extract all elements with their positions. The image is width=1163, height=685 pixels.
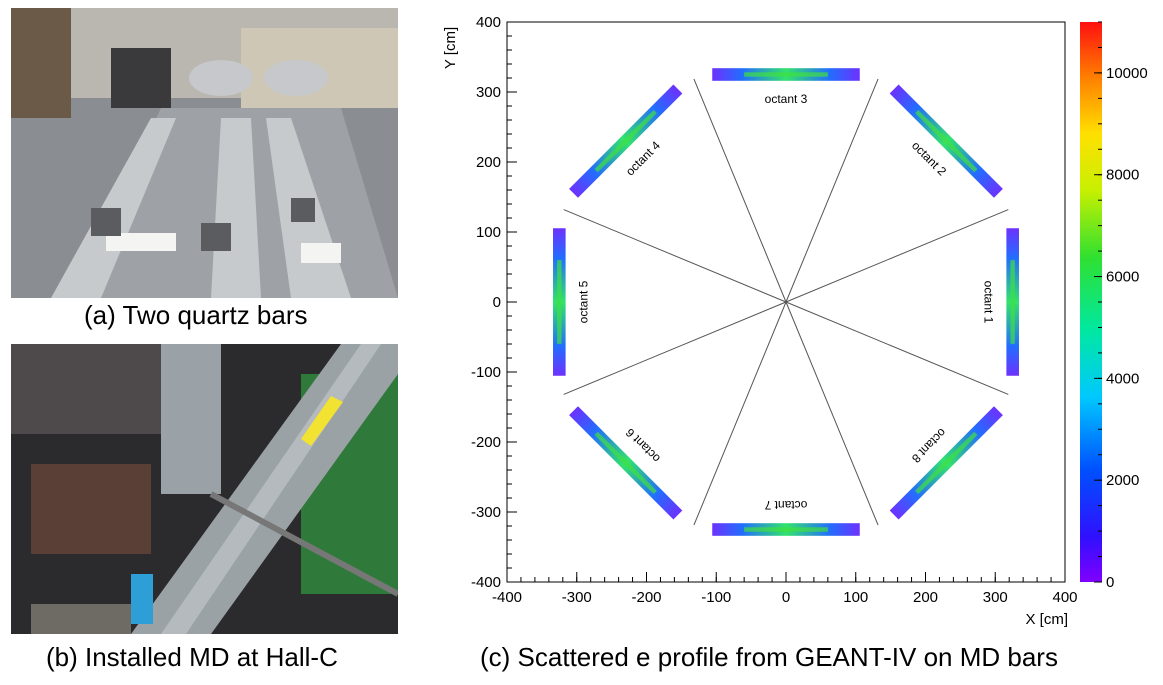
y-axis-label: Y [cm] xyxy=(442,27,459,69)
x-tick-label: 300 xyxy=(983,589,1008,606)
octant-boundary-line xyxy=(693,78,787,303)
octant-bar-core xyxy=(594,431,657,495)
octant-label-7: octant 7 xyxy=(764,498,807,512)
octant-bar-core xyxy=(1010,260,1015,344)
caption-c: (c) Scattered e profile from GEANT-IV on… xyxy=(480,642,1058,672)
colorbar-tick-label: 8000 xyxy=(1106,167,1139,184)
x-tick-label: 0 xyxy=(782,589,790,606)
caption-b: (b) Installed MD at Hall-C xyxy=(46,642,338,672)
octant-boundary-line xyxy=(693,301,787,526)
octant-bar-3 xyxy=(712,68,860,81)
octant-bar-8 xyxy=(889,406,1003,520)
octant-boundary-line xyxy=(785,301,1009,395)
octant-label-1: octant 1 xyxy=(981,281,995,324)
octant-bar-7 xyxy=(712,523,860,536)
octant-boundary-line xyxy=(785,209,1009,303)
colorbar-tick-label: 6000 xyxy=(1106,269,1139,286)
y-tick-label: -400 xyxy=(471,574,501,591)
octant-bar-core xyxy=(744,527,828,532)
photo-quartz-bars xyxy=(11,8,398,298)
photo-installed-md xyxy=(11,344,398,634)
octant-bar-2 xyxy=(889,84,1003,198)
octant-label-3: octant 3 xyxy=(765,92,808,106)
y-tick-label: 300 xyxy=(476,84,501,101)
y-tick-label: 0 xyxy=(493,294,501,311)
octant-boundary-line xyxy=(785,301,879,526)
x-tick-label: -400 xyxy=(492,589,522,606)
octant-bar-core xyxy=(915,109,978,173)
octant-bar-core xyxy=(557,260,562,344)
y-tick-label: -300 xyxy=(471,504,501,521)
octant-boundary-line xyxy=(563,301,787,395)
octant-bar-1 xyxy=(1006,228,1019,376)
colorbar-tick-label: 10000 xyxy=(1106,65,1148,82)
y-tick-label: 100 xyxy=(476,224,501,241)
octant-boundary-line xyxy=(785,78,879,303)
x-tick-label: -200 xyxy=(631,589,661,606)
x-tick-label: -100 xyxy=(701,589,731,606)
octant-label-5: octant 5 xyxy=(577,280,591,323)
octant-bar-core xyxy=(594,109,657,173)
colorbar-tick-label: 2000 xyxy=(1106,472,1139,489)
x-tick-label: 100 xyxy=(843,589,868,606)
quartz-bars-image xyxy=(11,8,398,298)
x-tick-label: -300 xyxy=(562,589,592,606)
x-axis-label: X [cm] xyxy=(1025,611,1068,628)
y-tick-label: -100 xyxy=(471,364,501,381)
octant-bar-5 xyxy=(553,228,566,376)
octant-boundary-line xyxy=(563,209,787,303)
x-tick-label: 400 xyxy=(1052,589,1077,606)
octant-bar-4 xyxy=(569,84,683,198)
octant-bar-6 xyxy=(569,406,683,520)
colorbar-tick-label: 4000 xyxy=(1106,370,1139,387)
caption-a: (a) Two quartz bars xyxy=(84,300,308,330)
octant-bar-core xyxy=(744,72,828,77)
y-tick-label: -200 xyxy=(471,434,501,451)
installed-md-image xyxy=(11,344,398,634)
y-tick-label: 200 xyxy=(476,154,501,171)
colorbar-tick-label: 0 xyxy=(1106,574,1114,591)
octant-bar-core xyxy=(915,431,978,495)
y-tick-label: 400 xyxy=(476,14,501,31)
colorbar xyxy=(1080,22,1102,582)
x-tick-label: 200 xyxy=(913,589,938,606)
